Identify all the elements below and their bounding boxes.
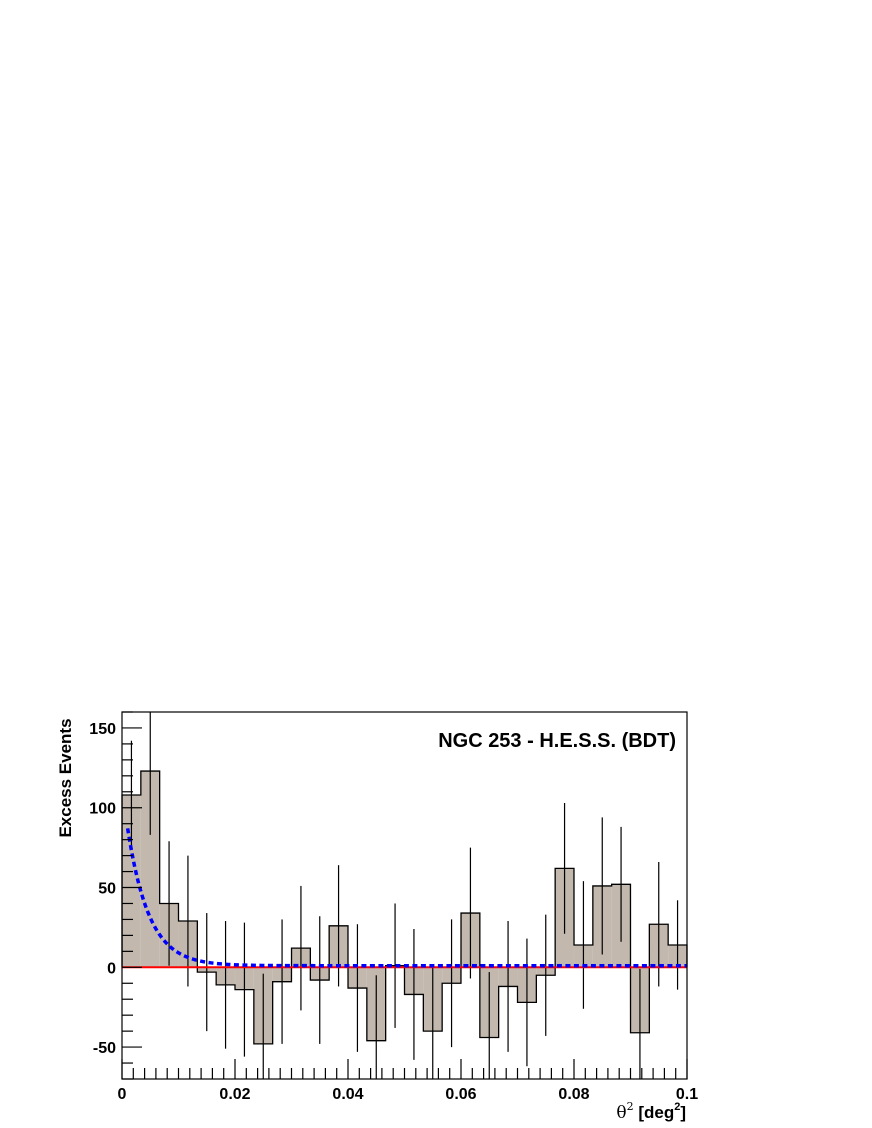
- y-tick-label: 100: [89, 801, 116, 818]
- x-tick-label: 0: [118, 1086, 127, 1103]
- x-tick-label: 0.1: [676, 1086, 698, 1103]
- y-tick-label: 150: [89, 721, 116, 738]
- fit-curve: [125, 828, 687, 968]
- y-tick-label: 0: [107, 960, 116, 977]
- y-axis-label: Excess Events: [56, 718, 75, 837]
- histogram-bar: [140, 771, 160, 968]
- histogram-bar: [122, 794, 141, 968]
- x-axis-label-unit-sup: 2: [674, 1101, 680, 1113]
- x-tick-label: 0.06: [445, 1086, 476, 1103]
- histogram-outline: [121, 770, 688, 1045]
- x-axis-label: θ2 [deg2]: [616, 1100, 686, 1123]
- chart-title: NGC 253 - H.E.S.S. (BDT): [438, 730, 676, 752]
- x-axis-label-close: ]: [680, 1103, 686, 1122]
- y-axis-ticks: -50 0 50 100 150: [89, 711, 142, 1080]
- x-tick-label: 0.04: [332, 1086, 363, 1103]
- x-axis-label-symbol: θ: [616, 1103, 626, 1123]
- x-axis-label-symbol-sup: 2: [627, 1100, 634, 1113]
- x-axis-label-text: [deg: [634, 1103, 675, 1122]
- x-tick-label: 0.08: [558, 1086, 589, 1103]
- error-bars: [130, 712, 679, 1079]
- x-axis-ticks: 0 0.02 0.04 0.06 0.08 0.1: [118, 1059, 698, 1103]
- y-tick-label: -50: [93, 1040, 116, 1057]
- y-tick-label: 50: [98, 881, 116, 898]
- x-tick-label: 0.02: [219, 1086, 250, 1103]
